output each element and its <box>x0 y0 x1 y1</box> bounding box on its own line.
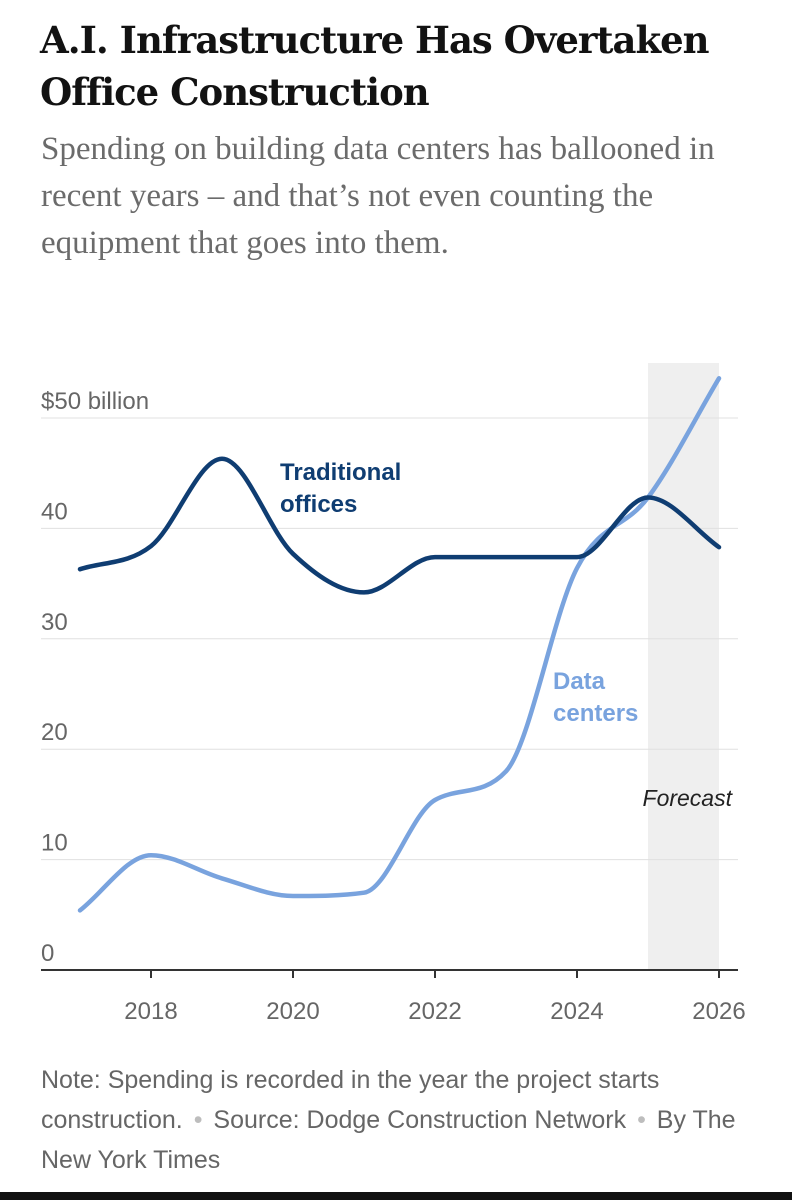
series-line-traditional-offices <box>77 456 722 595</box>
chart-title: A.I. Infrastructure Has Overtaken Office… <box>40 18 710 114</box>
x-tick-label: 2024 <box>550 998 603 1025</box>
y-tick-label: 0 <box>41 940 54 967</box>
footnote: Note: Spending is recorded in the year t… <box>41 1066 660 1134</box>
x-tick-label: 2022 <box>408 998 461 1025</box>
series-line-data-centers <box>77 376 722 913</box>
byline: By The New York Times <box>41 1106 736 1174</box>
separator-dot: • <box>193 1106 203 1134</box>
source-credit: Source: Dodge Construction Network <box>213 1106 627 1134</box>
series-label-data-centers: Data centers <box>553 668 638 727</box>
x-tick-label: 2020 <box>266 998 319 1025</box>
y-tick-label: 40 <box>41 498 68 525</box>
series-label-line: offices <box>280 491 357 518</box>
series-label-traditional-offices: Traditional offices <box>280 459 401 518</box>
forecast-label: Forecast <box>643 785 734 811</box>
series-label-line: Data <box>553 668 606 695</box>
y-tick-label: 20 <box>41 719 68 746</box>
y-tick-label: $50 billion <box>41 388 149 415</box>
line-chart: 0 10 20 30 40 $50 billion 2018 2020 2022 2024 2026… <box>41 363 746 1025</box>
y-tick-label: 30 <box>41 609 68 636</box>
x-tick-label: 2026 <box>692 998 745 1025</box>
bottom-bar <box>0 1192 792 1200</box>
series-label-line: Traditional <box>280 459 401 486</box>
forecast-band <box>648 363 719 970</box>
chart-subtitle: Spending on building data centers has ba… <box>41 131 715 261</box>
chart-footer: Note: Spending is recorded in the year t… <box>41 1060 761 1180</box>
series-label-line: centers <box>553 700 638 727</box>
x-tick-label: 2018 <box>124 998 177 1025</box>
y-tick-label: 10 <box>41 830 68 857</box>
separator-dot: • <box>637 1106 646 1134</box>
